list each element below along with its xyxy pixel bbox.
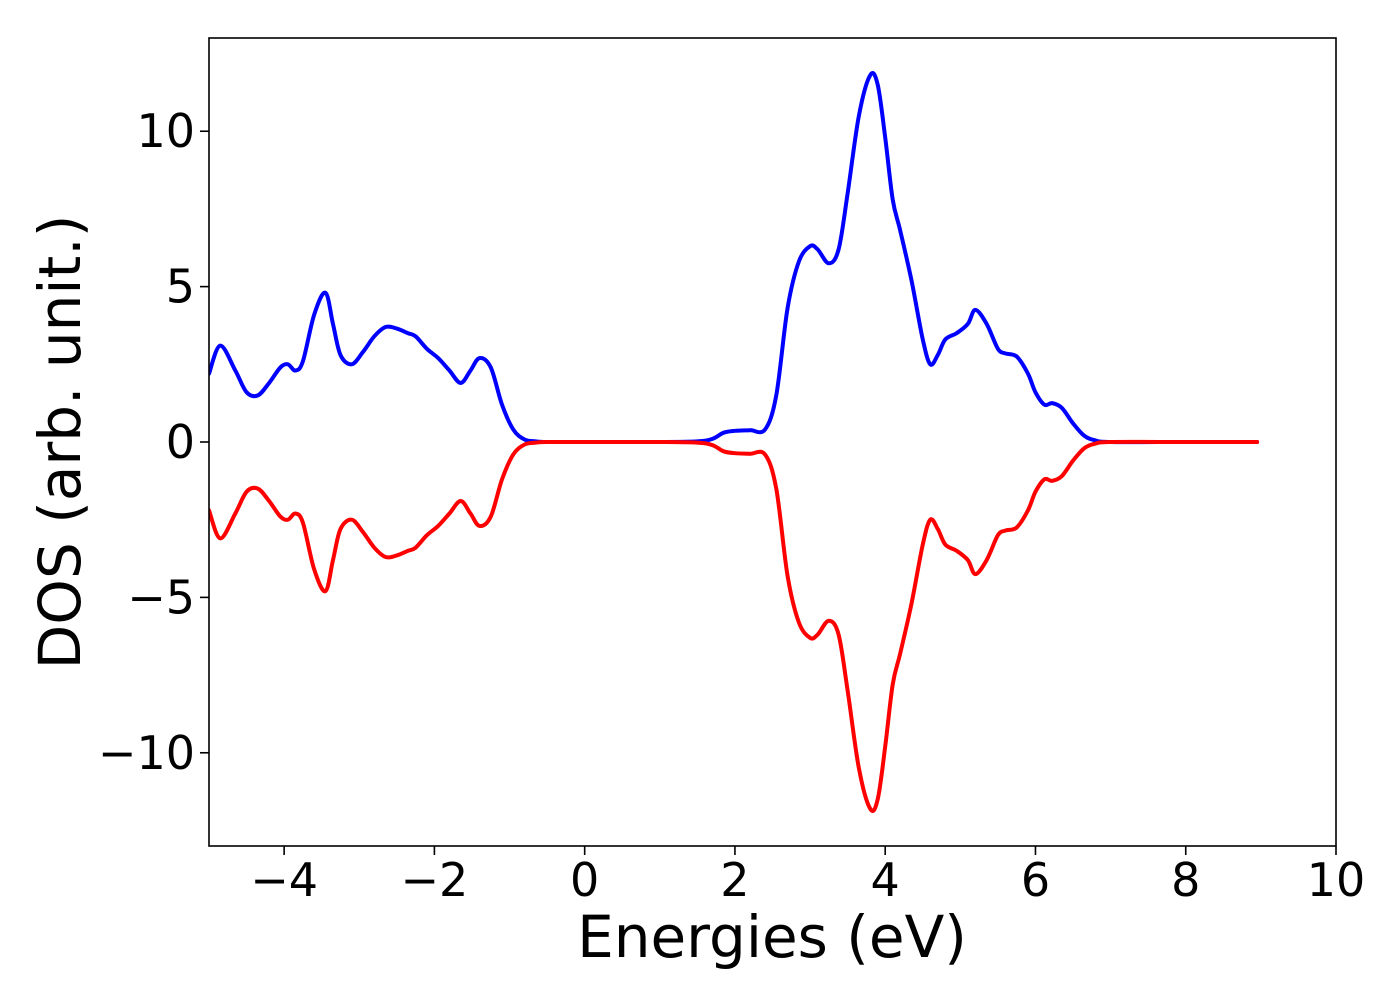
series-line-2	[209, 439, 1260, 813]
x-tick-label: −4	[250, 853, 318, 907]
x-tick-label: −2	[400, 853, 468, 907]
x-tick-label: 2	[720, 853, 749, 907]
y-tick-label: −5	[127, 570, 195, 624]
x-tick-label: 4	[871, 853, 900, 907]
series-layer	[209, 71, 1260, 813]
y-tick-label: 5	[166, 260, 195, 314]
x-tick-label: 8	[1171, 853, 1200, 907]
y-tick-label: 0	[166, 415, 195, 469]
y-tick-label: −10	[98, 726, 195, 780]
series-line-1	[209, 71, 1260, 445]
x-tick-label: 10	[1307, 853, 1366, 907]
x-tick-label: 6	[1021, 853, 1050, 907]
y-axis: −10 −5 0 5 10	[98, 104, 209, 780]
y-axis-label: DOS (arb. unit.)	[26, 215, 94, 670]
x-axis: −4 −2 0 2 4 6 8 10	[250, 846, 1365, 907]
x-axis-label: Energies (eV)	[577, 903, 967, 971]
y-tick-label: 10	[136, 104, 195, 158]
x-tick-label: 0	[570, 853, 599, 907]
